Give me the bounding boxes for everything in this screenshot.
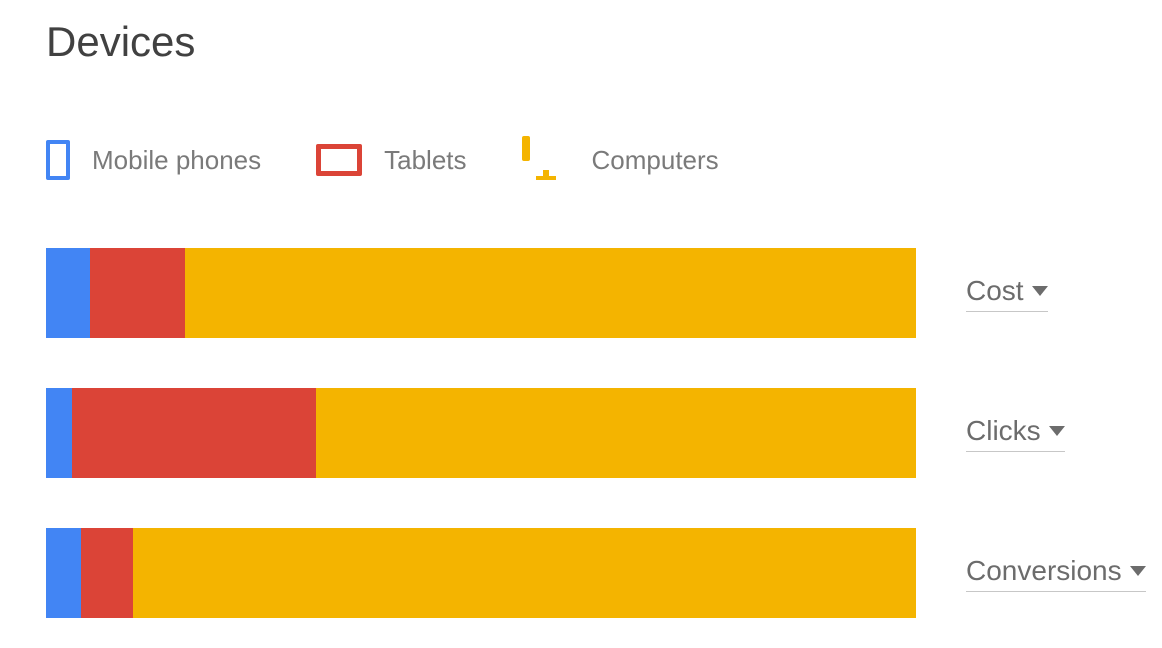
bar-clicks-tablet	[72, 388, 316, 478]
chevron-down-icon	[1032, 286, 1048, 296]
bar-cost-mobile	[46, 248, 90, 338]
legend-label-tablet: Tablets	[384, 145, 466, 176]
bar-conversions-computer	[133, 528, 916, 618]
section-title: Devices	[46, 18, 195, 66]
bar-cost-computer	[185, 248, 916, 338]
legend-label-computer: Computers	[592, 145, 719, 176]
bar-clicks-mobile	[46, 388, 72, 478]
device-legend: Mobile phones Tablets Computers	[46, 140, 774, 180]
tablet-icon	[316, 144, 362, 176]
mobile-icon	[46, 140, 70, 180]
metric-label-cost: Cost	[966, 275, 1024, 307]
chevron-down-icon	[1049, 426, 1065, 436]
chart-row-cost: Cost	[46, 248, 1156, 338]
computer-icon	[522, 140, 570, 180]
metric-label-conversions: Conversions	[966, 555, 1122, 587]
legend-item-computer: Computers	[522, 140, 719, 180]
bar-clicks	[46, 388, 916, 478]
chevron-down-icon	[1130, 566, 1146, 576]
metric-select-clicks[interactable]: Clicks	[966, 415, 1065, 452]
bar-cost	[46, 248, 916, 338]
metric-label-clicks: Clicks	[966, 415, 1041, 447]
chart-row-conversions: Conversions	[46, 528, 1156, 618]
bar-conversions	[46, 528, 916, 618]
legend-item-tablet: Tablets	[316, 144, 466, 176]
legend-item-mobile: Mobile phones	[46, 140, 261, 180]
bar-clicks-computer	[316, 388, 916, 478]
bar-cost-tablet	[90, 248, 186, 338]
metric-select-cost[interactable]: Cost	[966, 275, 1048, 312]
chart-row-clicks: Clicks	[46, 388, 1156, 478]
legend-label-mobile: Mobile phones	[92, 145, 261, 176]
device-chart: Cost Clicks Conversions	[46, 248, 1156, 648]
bar-conversions-tablet	[81, 528, 133, 618]
bar-conversions-mobile	[46, 528, 81, 618]
metric-select-conversions[interactable]: Conversions	[966, 555, 1146, 592]
